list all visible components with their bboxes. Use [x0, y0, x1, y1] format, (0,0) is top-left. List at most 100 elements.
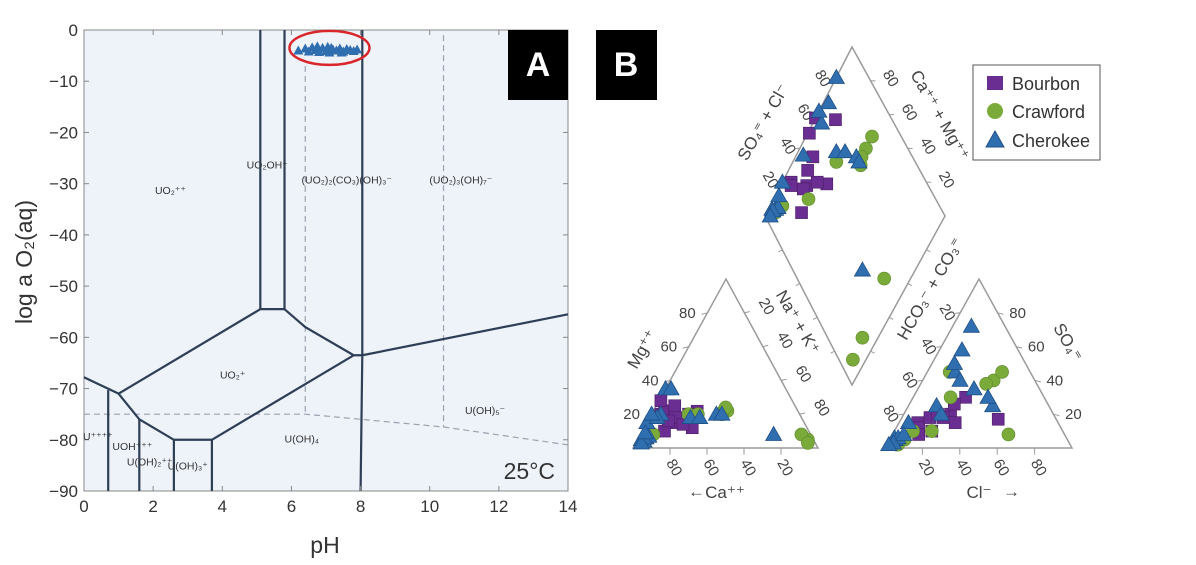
nak-tick-label: 20	[755, 295, 778, 318]
legend-square-icon	[987, 76, 1003, 90]
mg-tick-label: 40	[642, 372, 659, 389]
region-labels: UO₂⁺⁺ UO₂OH⁺ (UO₂)₂(CO₃)(OH)₃⁻ (UO₂)₃(OH)₇⁻…	[83, 159, 506, 472]
so4-tick-label: 60	[1028, 339, 1045, 356]
temperature-annotation: 25°C	[504, 458, 555, 484]
piper-point-crawford	[877, 271, 891, 286]
cl-tick-label: 80	[1027, 456, 1050, 479]
ca-tick-label: 80	[662, 456, 685, 479]
region-label: UO₂OH⁺	[247, 159, 289, 171]
cl-tick-label: 40	[952, 456, 975, 479]
anion-so4-label: SO₄⁼	[1049, 320, 1086, 365]
sample-point	[336, 47, 347, 57]
sample-point	[312, 41, 323, 51]
piper-point-cherokee	[953, 341, 971, 357]
piper-point-cherokee	[880, 435, 898, 452]
diamond-tick-mark	[907, 283, 913, 287]
stability-boundaries	[83, 30, 569, 492]
stability-boundary	[359, 30, 364, 492]
piper-point-cherokee	[636, 423, 654, 440]
cation-mg-label: Mg⁺⁺	[624, 327, 661, 372]
piper-point-bourbon	[803, 126, 816, 140]
x-tick-label: 10	[420, 497, 439, 516]
panel-b-label-box	[596, 30, 657, 100]
legend-cherokee: Cherokee	[1012, 131, 1090, 151]
ca-tick-label: 60	[699, 456, 722, 479]
legend: Bourbon Crawford Cherokee	[972, 64, 1101, 161]
x-tick-label: 2	[148, 497, 157, 516]
y-tick-label: 0	[69, 21, 78, 40]
piper-point-cherokee	[713, 405, 731, 421]
y-tick-label: −70	[49, 380, 78, 399]
region-label: UO₂⁺	[220, 369, 246, 381]
hco3-tick-label: 80	[879, 402, 902, 425]
piper-frames	[631, 45, 1074, 449]
camg-tick-label: 40	[916, 135, 939, 158]
panel-b-label: B	[614, 46, 639, 84]
piper-point-crawford	[801, 192, 816, 206]
so4-tick-mark	[997, 312, 1004, 315]
region-label: UO₂⁺⁺	[155, 185, 186, 197]
piper-point-cherokee	[794, 146, 812, 162]
x-tick-label: 12	[489, 497, 508, 516]
nak-tick-mark	[799, 412, 806, 415]
piper-point-bourbon	[810, 175, 824, 189]
piper-point-cherokee	[827, 68, 846, 84]
piper-point-bourbon	[654, 394, 668, 407]
piper-point-crawford	[865, 129, 879, 144]
piper-point-cherokee	[812, 114, 831, 130]
region-label: (UO₂)₂(CO₃)(OH)₃⁻	[302, 175, 393, 187]
anion-triangle	[883, 277, 1074, 449]
central-diamond	[764, 45, 946, 387]
camg-tick-label: 80	[879, 67, 902, 90]
axis-ticks-a: 0 2 4 6 8 10 12 14 0 −10 −20 −30 −40 −50 −60 −70 −80 −90	[49, 21, 577, 516]
nak-tick-label: 80	[810, 396, 833, 419]
piper-point-cherokee	[895, 425, 913, 441]
sample-points-a	[288, 29, 371, 67]
y-tick-label: −20	[49, 123, 78, 142]
highlight-ellipse	[288, 29, 371, 67]
piper-point-bourbon	[948, 416, 962, 429]
piper-point-cherokee	[642, 405, 661, 421]
sample-point	[352, 44, 363, 54]
cl-arrow: →	[1003, 482, 1020, 501]
so4-tick-label: 20	[1065, 406, 1082, 423]
y-tick-label: −30	[49, 175, 78, 194]
piper-point-bourbon	[991, 412, 1005, 426]
mg-tick-label: 60	[660, 339, 677, 356]
piper-point-cherokee	[764, 425, 783, 441]
piper-point-cherokee	[810, 102, 828, 118]
stability-boundary	[259, 30, 286, 311]
piper-point-cherokee	[983, 396, 1002, 413]
piper-point-cherokee	[761, 207, 779, 223]
piper-point-cherokee	[899, 413, 918, 430]
hco3-tick-label: 60	[898, 369, 921, 392]
nak-tick-label: 40	[773, 329, 796, 352]
ca-tick-label: 40	[736, 456, 759, 479]
piper-point-cherokee	[773, 173, 792, 189]
mg-tick-mark	[682, 346, 689, 349]
so4cl-tick-label: 40	[776, 135, 799, 158]
diamond-tick-mark	[870, 350, 875, 354]
legend-crawford: Crawford	[1012, 102, 1085, 122]
diamond-tick-mark	[926, 249, 931, 253]
y-tick-label: −60	[49, 328, 78, 347]
nak-tick-mark	[762, 344, 769, 348]
piper-point-crawford	[995, 365, 1009, 379]
panel-a-pourbaix-diagram: 0 2 4 6 8 10 12 140−10−20−30−40−50−60−70−80−90 …	[11, 21, 577, 558]
piper-point-bourbon	[829, 113, 842, 126]
piper-point-cherokee	[836, 142, 854, 159]
so4-tick-mark	[1034, 379, 1041, 383]
hco3-tick-mark	[955, 312, 961, 314]
piper-point-crawford	[846, 352, 860, 367]
x-tick-label: 4	[218, 497, 227, 516]
mg-tick-label: 20	[623, 406, 640, 423]
diamond-tick-mark	[778, 249, 783, 253]
x-tick-label: 8	[356, 497, 365, 516]
piper-point-cherokee	[965, 380, 983, 396]
region-label: U⁺⁺⁺⁺	[83, 431, 113, 443]
y-tick-label: −40	[49, 226, 78, 245]
legend-bourbon: Bourbon	[1012, 74, 1080, 94]
region-label: U(OH)₂⁺⁺	[127, 456, 173, 468]
